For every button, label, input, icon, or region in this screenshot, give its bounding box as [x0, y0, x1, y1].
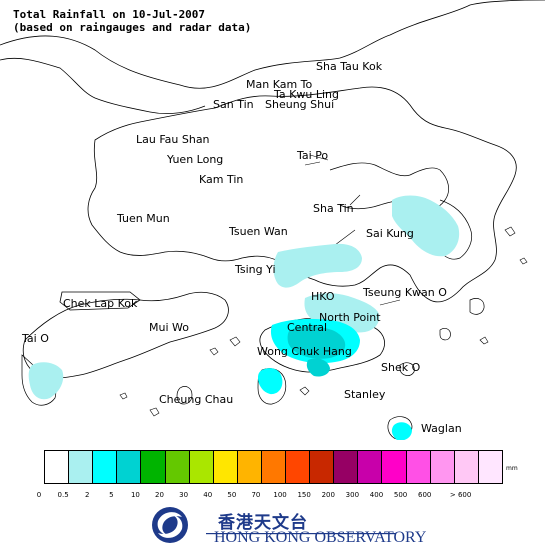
legend-color-cell [116, 450, 142, 484]
legend-color-cell [309, 450, 335, 484]
place-label-ta-kwu-ling: Ta Kwu Ling [274, 88, 339, 101]
legend-color-cell [333, 450, 359, 484]
place-label-north-point: North Point [319, 311, 381, 324]
legend-tick-label: 70 [251, 491, 261, 499]
place-label-sha-tin: Sha Tin [313, 202, 354, 215]
mainland-coastline [0, 0, 545, 89]
legend-tick-label: 0 [36, 491, 42, 499]
place-label-san-tin: San Tin [213, 98, 254, 111]
place-label-tai-po: Tai Po [297, 149, 329, 162]
legend-tick-label: 50 [227, 491, 237, 499]
chek-lap-kok-island [59, 291, 141, 311]
legend-color-cell [405, 450, 431, 484]
logo-divider [206, 533, 396, 535]
place-label-waglan: Waglan [421, 422, 462, 435]
cheung-chau-island [176, 386, 193, 405]
place-label-tuen-mun: Tuen Mun [117, 212, 170, 225]
legend-color-cell [140, 450, 166, 484]
place-label-tseung-kwan-o: Tseung Kwan O [363, 286, 447, 299]
legend-color-cell [477, 450, 503, 484]
legend-tick-label: 300 [345, 491, 360, 499]
legend-color-cell [357, 450, 383, 484]
deep-bay-north [0, 57, 206, 114]
place-label-tsuen-wan: Tsuen Wan [229, 225, 288, 238]
place-label-hko: HKO [311, 290, 335, 303]
logo-chinese-name: 香港天文台 [218, 513, 308, 533]
place-label-sai-kung: Sai Kung [366, 227, 414, 240]
legend-color-cell [164, 450, 190, 484]
legend-color-cell [92, 450, 118, 484]
place-label-shek-o: Shek O [381, 361, 421, 374]
small-islets [119, 226, 528, 417]
eastern-islands [387, 298, 485, 440]
legend-color-cell [285, 450, 311, 484]
legend-color-cell [236, 450, 262, 484]
legend-color-cell [44, 450, 70, 484]
legend-color-cell [453, 450, 479, 484]
map-title-line1: Total Rainfall on 10-Jul-2007 [13, 8, 206, 21]
legend-color-cell [188, 450, 214, 484]
place-label-stanley: Stanley [344, 388, 386, 401]
rain-5-10-mm-area [287, 326, 346, 377]
place-label-tsing-yi: Tsing Yi [235, 263, 276, 276]
lantau-island [22, 291, 229, 379]
legend-tick-label: 10 [130, 491, 140, 499]
legend-tick-label: 500 [393, 491, 408, 499]
legend-tick-label: 30 [179, 491, 189, 499]
legend-tick-label: 400 [369, 491, 384, 499]
hko-emblem-icon [152, 507, 188, 543]
map-title-line2: (based on raingauges and radar data) [13, 21, 252, 34]
rain-0.5-2-mm-area [28, 195, 460, 400]
place-label-sheung-shui: Sheung Shui [265, 98, 335, 111]
rainfall-shading [28, 195, 460, 440]
legend-unit: mm [506, 465, 518, 472]
logo-english-name: HONG KONG OBSERVATORY [214, 529, 427, 546]
legend-color-cell [429, 450, 455, 484]
legend-tick-label: 100 [273, 491, 287, 499]
place-label-yuen-long: Yuen Long [167, 153, 224, 166]
new-territories-outline [87, 86, 517, 303]
legend-color-cell [260, 450, 287, 484]
legend-tick-label: 40 [203, 491, 213, 499]
legend-tick-label: 150 [297, 491, 311, 499]
place-label-cheung-chau: Cheung Chau [159, 393, 234, 406]
legend-tick-label: > 600 [449, 491, 472, 499]
tolo-harbour [329, 162, 449, 210]
legend-color-cell [381, 450, 407, 484]
place-label-chek-lap-kok: Chek Lap Kok [63, 297, 138, 310]
lamma-island [257, 368, 287, 405]
place-label-lau-fau-shan: Lau Fau Shan [136, 133, 210, 146]
place-label-sha-tau-kok: Sha Tau Kok [316, 60, 383, 73]
legend-tick-label: 0.5 [57, 491, 69, 499]
place-label-tai-o: Tai O [22, 332, 49, 345]
district-lines [304, 154, 401, 306]
place-label-central: Central [287, 321, 328, 334]
legend-color-cell [212, 450, 238, 484]
place-label-wong-chuk-hang: Wong Chuk Hang [257, 345, 352, 358]
legend-tick-label: 2 [84, 491, 90, 499]
legend-tick-label: 200 [321, 491, 335, 499]
hko-logo [152, 507, 396, 543]
legend-tick-label: 600 [417, 491, 432, 499]
place-label-man-kam-to: Man Kam To [246, 78, 313, 91]
rainfall-map [0, 0, 545, 440]
legend-tick-label: 20 [155, 491, 164, 499]
place-label-kam-tin: Kam Tin [199, 173, 244, 186]
place-label-mui-wo: Mui Wo [149, 321, 189, 334]
legend-tick-label: 5 [109, 491, 114, 499]
legend-color-cell [68, 450, 94, 484]
rainfall-legend [44, 450, 503, 486]
